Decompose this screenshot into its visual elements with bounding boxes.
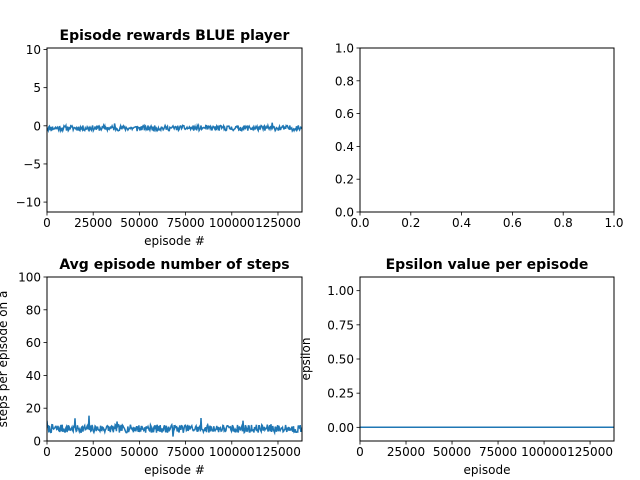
y-tick-label-0-1: −5 bbox=[23, 157, 41, 171]
axes-frame-1 bbox=[359, 47, 615, 213]
y-tick-label-2-4: 80 bbox=[26, 303, 41, 317]
x-tick-label-1-4: 0.8 bbox=[554, 216, 573, 230]
x-axis-label-3: episode bbox=[464, 463, 511, 477]
series-line-2-0 bbox=[47, 415, 302, 437]
y-tick-label-0-4: 10 bbox=[26, 43, 41, 57]
series-line-0-0 bbox=[47, 122, 302, 134]
y-tick-label-0-0: −10 bbox=[16, 196, 41, 210]
x-tick-label-2-0: 0 bbox=[43, 445, 51, 459]
chart-title-0: Episode rewards BLUE player bbox=[60, 28, 290, 44]
x-axis-label-0: episode # bbox=[144, 234, 205, 248]
y-axis-label-2: steps per episode on a bbox=[0, 291, 10, 428]
axes-frame-2 bbox=[46, 276, 303, 442]
y-tick-label-2-2: 40 bbox=[26, 369, 41, 383]
y-tick-label-2-5: 100 bbox=[18, 271, 41, 285]
y-tick-label-1-2: 0.4 bbox=[335, 140, 354, 154]
x-tick-label-0-3: 75000 bbox=[166, 216, 204, 230]
y-tick-label-2-3: 60 bbox=[26, 336, 41, 350]
y-tick-label-1-1: 0.2 bbox=[335, 173, 354, 187]
x-tick-label-1-3: 0.6 bbox=[503, 216, 522, 230]
x-tick-label-3-3: 75000 bbox=[479, 445, 517, 459]
x-axis-label-2: episode # bbox=[144, 463, 205, 477]
x-tick-label-0-0: 0 bbox=[43, 216, 51, 230]
y-tick-label-0-2: 0 bbox=[33, 119, 41, 133]
x-tick-label-2-2: 50000 bbox=[120, 445, 158, 459]
y-axis-label-3: epsilon bbox=[299, 338, 313, 381]
x-tick-label-0-1: 25000 bbox=[74, 216, 112, 230]
x-tick-label-1-2: 0.4 bbox=[452, 216, 471, 230]
y-tick-label-2-1: 20 bbox=[26, 402, 41, 416]
x-tick-label-2-5: 125000 bbox=[255, 445, 301, 459]
axes-frame-3 bbox=[359, 276, 615, 442]
x-tick-label-3-4: 100000 bbox=[521, 445, 567, 459]
y-tick-label-1-4: 0.8 bbox=[335, 74, 354, 88]
x-tick-label-2-4: 100000 bbox=[209, 445, 255, 459]
chart-title-2: Avg episode number of steps bbox=[59, 257, 289, 273]
y-tick-label-3-4: 1.00 bbox=[327, 284, 354, 298]
chart-title-3: Epsilon value per episode bbox=[386, 257, 589, 273]
x-tick-label-2-3: 75000 bbox=[166, 445, 204, 459]
x-tick-label-1-0: 0.0 bbox=[350, 216, 369, 230]
x-tick-label-0-5: 125000 bbox=[255, 216, 301, 230]
x-tick-label-3-1: 25000 bbox=[387, 445, 425, 459]
x-tick-label-1-1: 0.2 bbox=[401, 216, 420, 230]
x-tick-label-1-5: 1.0 bbox=[604, 216, 623, 230]
y-tick-label-1-3: 0.6 bbox=[335, 107, 354, 121]
x-tick-label-0-2: 50000 bbox=[120, 216, 158, 230]
x-tick-label-0-4: 100000 bbox=[209, 216, 255, 230]
y-tick-label-0-3: 5 bbox=[33, 81, 41, 95]
x-tick-label-3-0: 0 bbox=[356, 445, 364, 459]
y-tick-label-3-3: 0.75 bbox=[327, 318, 354, 332]
y-tick-label-3-0: 0.00 bbox=[327, 421, 354, 435]
y-tick-label-3-2: 0.50 bbox=[327, 353, 354, 367]
y-tick-label-1-0: 0.0 bbox=[335, 206, 354, 220]
x-tick-label-3-2: 50000 bbox=[433, 445, 471, 459]
x-tick-label-3-5: 125000 bbox=[567, 445, 613, 459]
x-tick-label-2-1: 25000 bbox=[74, 445, 112, 459]
y-tick-label-1-5: 1.0 bbox=[335, 42, 354, 56]
y-tick-label-3-1: 0.25 bbox=[327, 387, 354, 401]
y-tick-label-2-0: 0 bbox=[33, 435, 41, 449]
axes-frame-0 bbox=[46, 47, 303, 213]
